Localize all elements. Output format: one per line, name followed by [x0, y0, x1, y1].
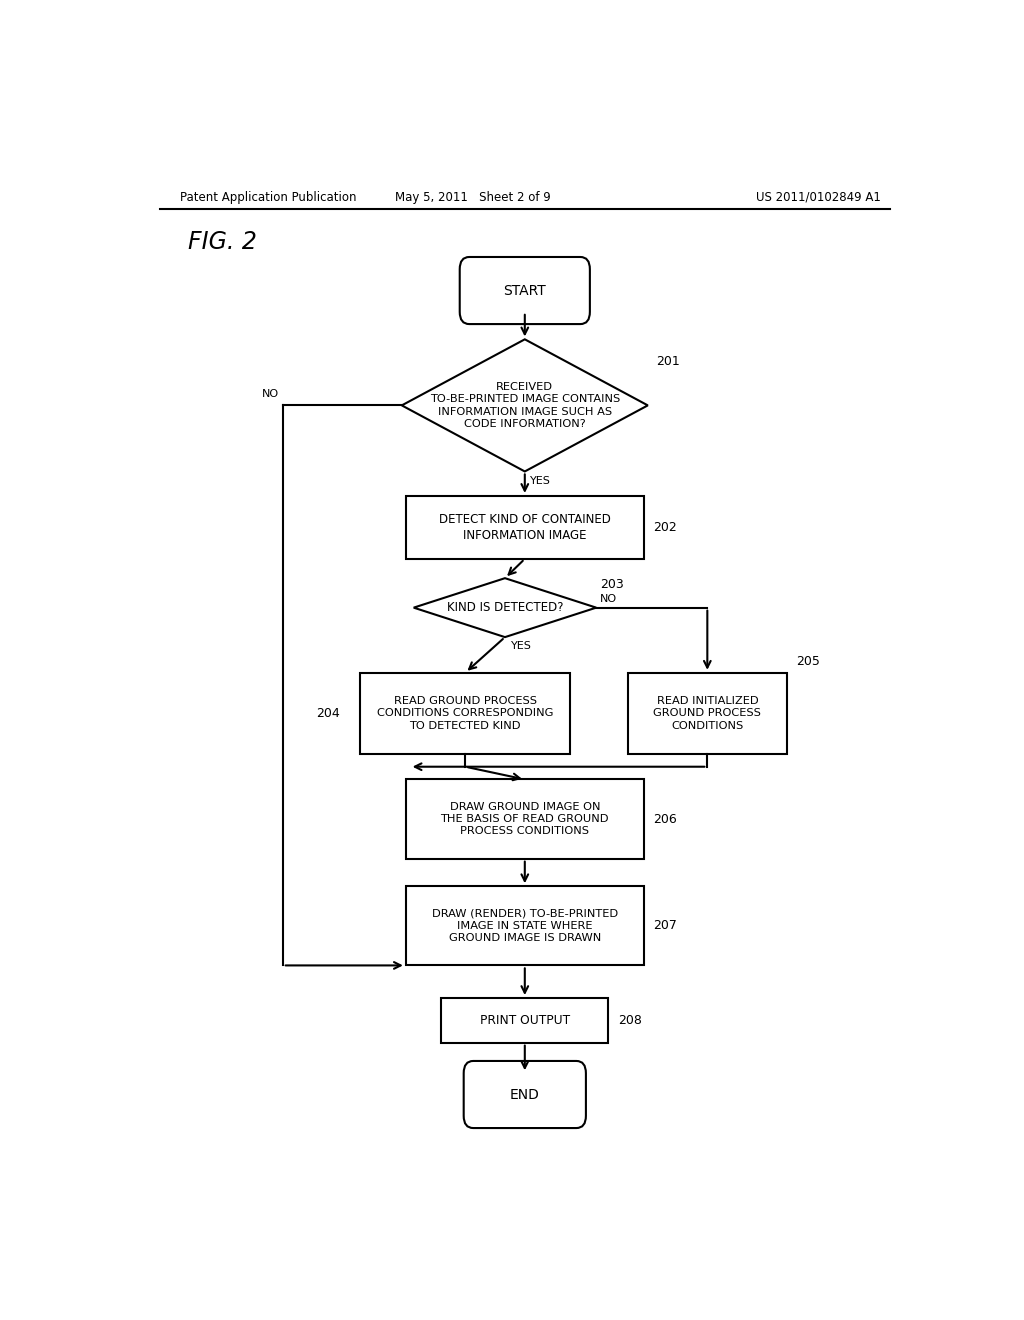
Text: KIND IS DETECTED?: KIND IS DETECTED? [446, 601, 563, 614]
Bar [406, 886, 644, 965]
FancyBboxPatch shape [460, 257, 590, 325]
Polygon shape [414, 578, 596, 638]
Text: 208: 208 [617, 1014, 641, 1027]
Text: DRAW GROUND IMAGE ON
THE BASIS OF READ GROUND
PROCESS CONDITIONS: DRAW GROUND IMAGE ON THE BASIS OF READ G… [440, 801, 609, 837]
Text: YES: YES [511, 642, 531, 651]
Text: 204: 204 [316, 706, 340, 719]
Text: END: END [510, 1088, 540, 1101]
Text: START: START [504, 284, 546, 297]
Text: READ INITIALIZED
GROUND PROCESS
CONDITIONS: READ INITIALIZED GROUND PROCESS CONDITIO… [653, 696, 761, 731]
Text: DRAW (RENDER) TO-BE-PRINTED
IMAGE IN STATE WHERE
GROUND IMAGE IS DRAWN: DRAW (RENDER) TO-BE-PRINTED IMAGE IN STA… [432, 908, 617, 944]
Bar [441, 998, 608, 1043]
Text: 202: 202 [653, 521, 677, 533]
Text: 207: 207 [653, 919, 677, 932]
Text: 203: 203 [600, 578, 624, 591]
Text: READ GROUND PROCESS
CONDITIONS CORRESPONDING
TO DETECTED KIND: READ GROUND PROCESS CONDITIONS CORRESPON… [377, 696, 553, 731]
Text: Patent Application Publication: Patent Application Publication [179, 190, 356, 203]
Text: US 2011/0102849 A1: US 2011/0102849 A1 [756, 190, 881, 203]
Text: May 5, 2011   Sheet 2 of 9: May 5, 2011 Sheet 2 of 9 [395, 190, 551, 203]
Text: 205: 205 [797, 655, 820, 668]
Text: FIG. 2: FIG. 2 [187, 230, 256, 253]
Bar [406, 496, 644, 558]
Text: YES: YES [530, 475, 551, 486]
Text: NO: NO [600, 594, 617, 603]
Text: NO: NO [262, 389, 279, 399]
Text: PRINT OUTPUT: PRINT OUTPUT [479, 1014, 570, 1027]
Text: DETECT KIND OF CONTAINED
INFORMATION IMAGE: DETECT KIND OF CONTAINED INFORMATION IMA… [439, 513, 610, 541]
Bar [360, 673, 570, 754]
Bar [406, 779, 644, 859]
Text: 201: 201 [655, 355, 680, 367]
Bar [628, 673, 786, 754]
Text: 206: 206 [653, 813, 677, 825]
FancyBboxPatch shape [464, 1061, 586, 1129]
Text: RECEIVED
TO-BE-PRINTED IMAGE CONTAINS
INFORMATION IMAGE SUCH AS
CODE INFORMATION: RECEIVED TO-BE-PRINTED IMAGE CONTAINS IN… [430, 381, 620, 429]
Polygon shape [401, 339, 648, 471]
